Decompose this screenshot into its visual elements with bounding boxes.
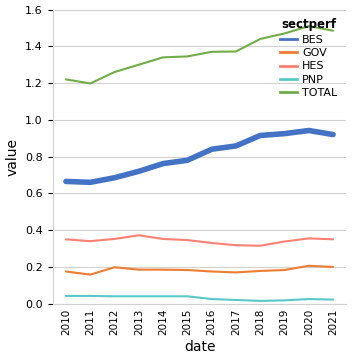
GOV — [88, 273, 92, 277]
GOV — [258, 269, 262, 273]
HES — [258, 244, 262, 248]
TOTAL — [88, 81, 92, 86]
TOTAL — [161, 55, 165, 59]
GOV — [161, 267, 165, 272]
Y-axis label: value: value — [6, 138, 20, 176]
BES — [185, 158, 189, 162]
GOV — [331, 265, 335, 269]
PNP — [307, 297, 311, 301]
HES — [88, 239, 92, 243]
TOTAL — [137, 63, 141, 67]
GOV — [282, 268, 287, 272]
GOV — [185, 268, 189, 272]
HES — [307, 236, 311, 240]
Line: PNP: PNP — [66, 296, 333, 301]
Line: TOTAL: TOTAL — [66, 26, 333, 84]
PNP — [161, 294, 165, 298]
GOV — [307, 264, 311, 268]
TOTAL — [209, 50, 214, 54]
TOTAL — [112, 70, 117, 74]
BES — [112, 176, 117, 180]
TOTAL — [307, 24, 311, 28]
BES — [282, 131, 287, 136]
Line: HES: HES — [66, 235, 333, 246]
GOV — [64, 269, 68, 274]
PNP — [64, 294, 68, 298]
HES — [112, 237, 117, 241]
HES — [185, 238, 189, 242]
BES — [258, 133, 262, 138]
BES — [137, 169, 141, 174]
GOV — [137, 267, 141, 272]
HES — [234, 243, 238, 247]
PNP — [234, 298, 238, 302]
TOTAL — [282, 31, 287, 36]
TOTAL — [331, 28, 335, 33]
BES — [307, 129, 311, 133]
GOV — [209, 269, 214, 274]
HES — [331, 237, 335, 242]
PNP — [185, 294, 189, 298]
TOTAL — [185, 54, 189, 59]
PNP — [112, 294, 117, 298]
Line: BES: BES — [66, 131, 333, 182]
X-axis label: date: date — [184, 341, 215, 355]
TOTAL — [64, 77, 68, 82]
PNP — [282, 298, 287, 302]
HES — [282, 239, 287, 244]
PNP — [137, 294, 141, 298]
PNP — [331, 297, 335, 302]
PNP — [258, 299, 262, 303]
HES — [161, 237, 165, 241]
HES — [64, 237, 68, 242]
GOV — [112, 265, 117, 269]
GOV — [234, 270, 238, 275]
Legend: BES, GOV, HES, PNP, TOTAL: BES, GOV, HES, PNP, TOTAL — [277, 15, 341, 102]
PNP — [88, 294, 92, 298]
HES — [209, 241, 214, 245]
TOTAL — [234, 49, 238, 54]
TOTAL — [258, 37, 262, 41]
BES — [234, 144, 238, 148]
PNP — [209, 297, 214, 301]
HES — [137, 233, 141, 238]
BES — [209, 147, 214, 152]
BES — [64, 179, 68, 184]
BES — [161, 161, 165, 166]
Line: GOV: GOV — [66, 266, 333, 275]
BES — [88, 180, 92, 184]
BES — [331, 132, 335, 137]
